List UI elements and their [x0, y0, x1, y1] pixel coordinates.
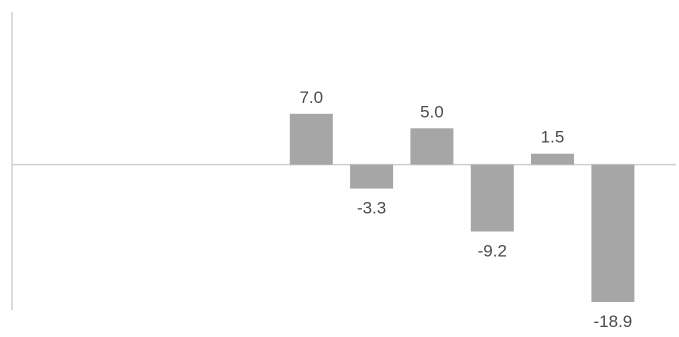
bar-6: [410, 128, 454, 165]
data-label-5: -3.3: [357, 199, 386, 218]
bar-5: [350, 164, 394, 189]
bar-4: [289, 113, 333, 165]
data-label-7: -9.2: [478, 242, 507, 261]
chart-data-labels: 7.0 -3.3 5.0 -9.2 1.5 -18.9: [299, 88, 632, 331]
chart-bars: [289, 113, 635, 302]
data-label-9: -18.9: [594, 312, 633, 331]
data-label-6: 5.0: [420, 102, 444, 121]
data-label-8: 1.5: [541, 128, 565, 147]
bar-8: [531, 153, 574, 165]
chart-axes: [11, 12, 676, 310]
bar-9: [591, 164, 635, 302]
bar-7: [470, 164, 514, 232]
data-label-4: 7.0: [299, 88, 323, 107]
